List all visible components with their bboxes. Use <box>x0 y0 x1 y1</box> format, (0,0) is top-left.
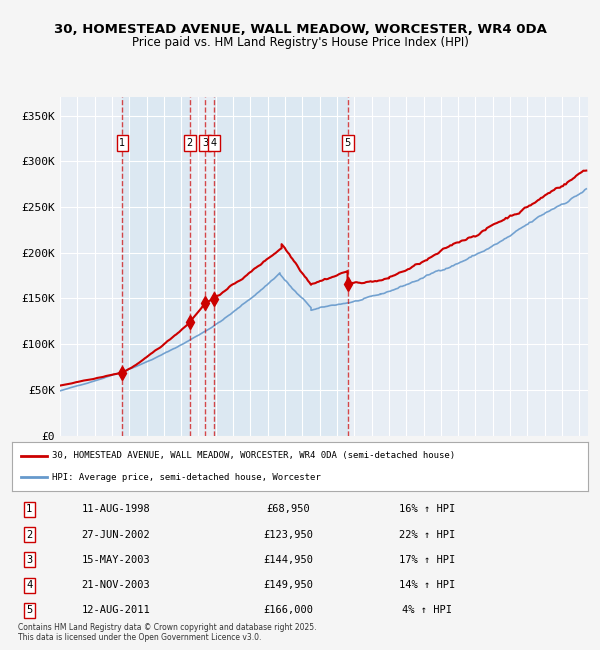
Bar <box>214 98 347 436</box>
Text: £68,950: £68,950 <box>266 504 310 514</box>
Bar <box>122 98 190 436</box>
Text: 30, HOMESTEAD AVENUE, WALL MEADOW, WORCESTER, WR4 0DA: 30, HOMESTEAD AVENUE, WALL MEADOW, WORCE… <box>53 23 547 36</box>
Text: 14% ↑ HPI: 14% ↑ HPI <box>398 580 455 590</box>
Text: 27-JUN-2002: 27-JUN-2002 <box>82 530 150 540</box>
Text: HPI: Average price, semi-detached house, Worcester: HPI: Average price, semi-detached house,… <box>52 473 321 482</box>
Text: 15-MAY-2003: 15-MAY-2003 <box>82 555 150 565</box>
Bar <box>60 98 122 436</box>
Text: 1: 1 <box>26 504 32 514</box>
Text: 21-NOV-2003: 21-NOV-2003 <box>82 580 150 590</box>
Text: 4: 4 <box>211 138 217 148</box>
Text: 17% ↑ HPI: 17% ↑ HPI <box>398 555 455 565</box>
Text: Contains HM Land Registry data © Crown copyright and database right 2025.
This d: Contains HM Land Registry data © Crown c… <box>18 623 317 642</box>
Text: 4% ↑ HPI: 4% ↑ HPI <box>402 605 452 616</box>
Text: 30, HOMESTEAD AVENUE, WALL MEADOW, WORCESTER, WR4 0DA (semi-detached house): 30, HOMESTEAD AVENUE, WALL MEADOW, WORCE… <box>52 451 455 460</box>
Text: 5: 5 <box>26 605 32 616</box>
Bar <box>347 98 588 436</box>
Text: £149,950: £149,950 <box>263 580 313 590</box>
Text: £166,000: £166,000 <box>263 605 313 616</box>
Text: 4: 4 <box>26 580 32 590</box>
Text: 16% ↑ HPI: 16% ↑ HPI <box>398 504 455 514</box>
Text: 12-AUG-2011: 12-AUG-2011 <box>82 605 150 616</box>
Text: 2: 2 <box>26 530 32 540</box>
Text: £144,950: £144,950 <box>263 555 313 565</box>
Text: Price paid vs. HM Land Registry's House Price Index (HPI): Price paid vs. HM Land Registry's House … <box>131 36 469 49</box>
Text: 5: 5 <box>344 138 350 148</box>
Text: 3: 3 <box>26 555 32 565</box>
Text: 22% ↑ HPI: 22% ↑ HPI <box>398 530 455 540</box>
Text: 11-AUG-1998: 11-AUG-1998 <box>82 504 150 514</box>
Text: £123,950: £123,950 <box>263 530 313 540</box>
Text: 2: 2 <box>187 138 193 148</box>
Text: 3: 3 <box>202 138 208 148</box>
Bar <box>190 98 214 436</box>
Text: 1: 1 <box>119 138 125 148</box>
